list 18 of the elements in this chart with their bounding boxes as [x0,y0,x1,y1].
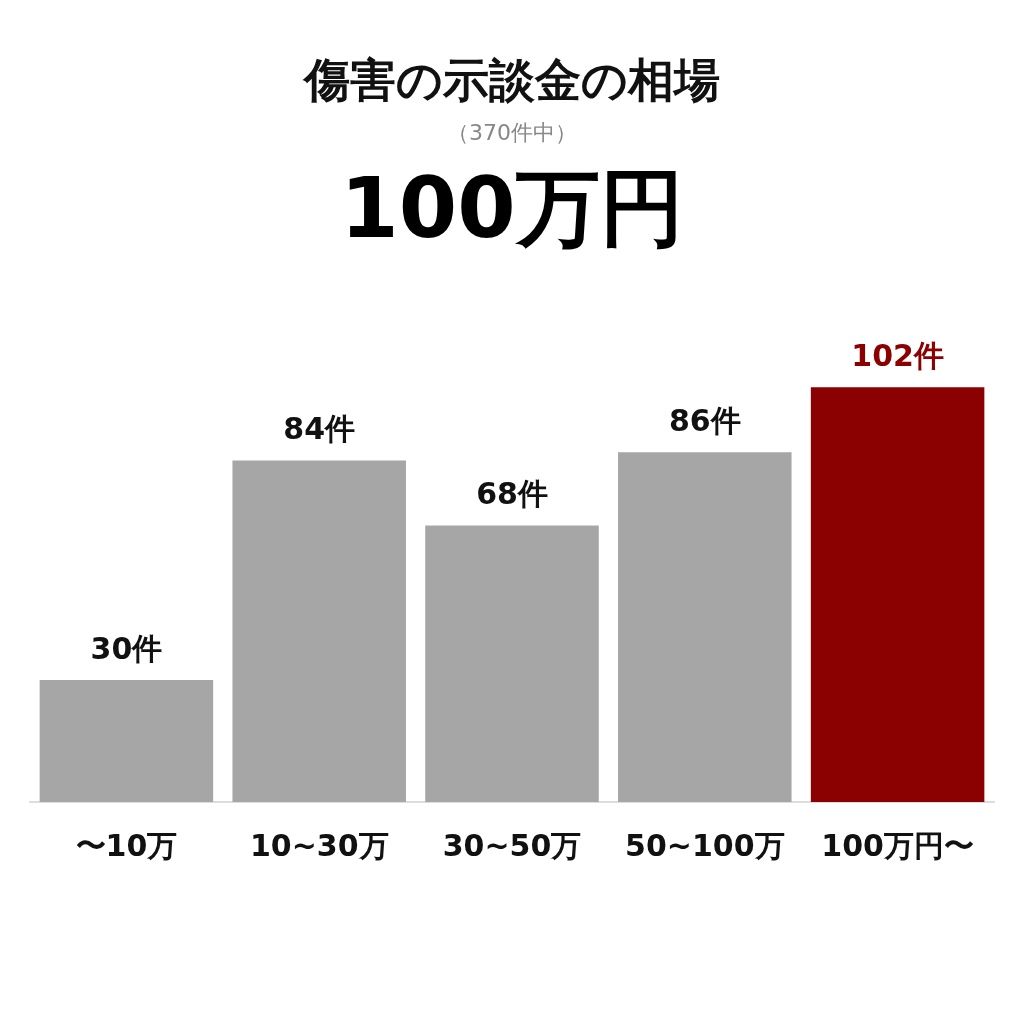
data-label: 84件 [283,411,356,447]
chart-subtitle: （370件中） [446,119,578,147]
data-label: 86件 [668,403,741,439]
bar [810,387,985,803]
bar [232,460,406,803]
bar [39,680,214,803]
bar [618,452,792,803]
text: 100万円 [339,159,685,257]
x-tick-label: 50~100万 [625,828,785,864]
x-tick-label: 10~30万 [249,828,389,864]
x-tick-label: 〜10万 [75,828,178,864]
data-label: 30件 [90,631,163,667]
bar [425,525,599,803]
x-tick-label: 30~50万 [442,828,582,864]
x-tick-label: 100万円〜 [821,828,974,864]
data-label: 68件 [476,476,548,512]
data-label: 102件 [851,338,944,374]
chart-title: 傷害の示談金の相場 [302,52,721,109]
